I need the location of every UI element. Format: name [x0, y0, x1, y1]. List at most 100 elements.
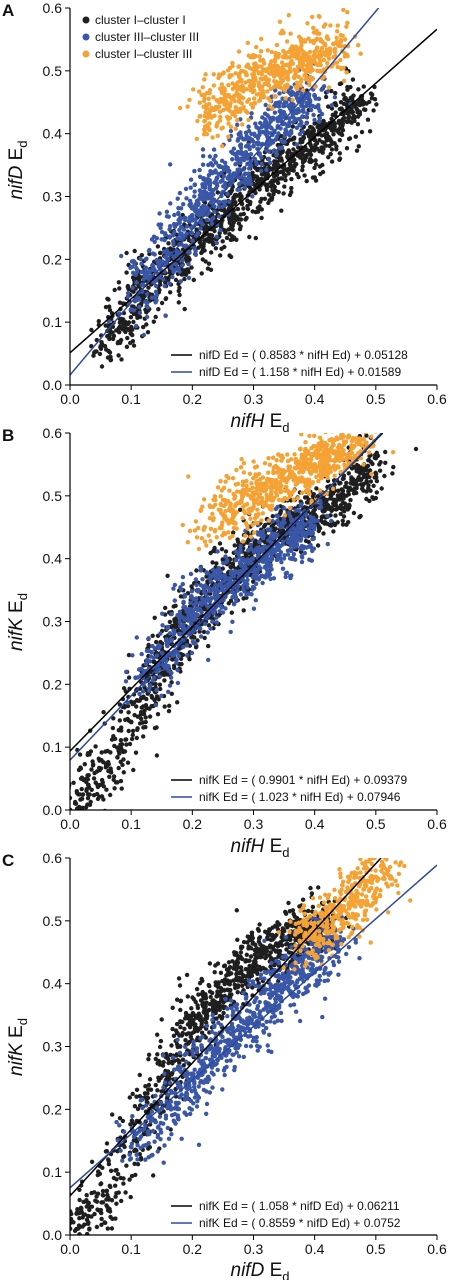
scatter-dot — [230, 60, 235, 66]
scatter-dot — [202, 539, 208, 544]
scatter-dot — [359, 486, 365, 491]
scatter-dot — [143, 265, 148, 270]
scatter-dot — [208, 626, 213, 631]
scatter-dot — [78, 797, 83, 802]
scatter-dot — [200, 85, 205, 90]
scatter-dot — [85, 796, 91, 801]
scatter-dot — [154, 688, 159, 693]
scatter-dot — [220, 566, 225, 571]
scatter-dot — [210, 567, 216, 573]
scatter-dot — [251, 498, 256, 503]
scatter-dot — [94, 349, 99, 354]
scatter-dot — [309, 546, 315, 551]
scatter-dot — [204, 570, 209, 575]
scatter-dot — [229, 610, 234, 615]
scatter-dot — [264, 482, 269, 488]
scatter-dot — [299, 92, 304, 98]
scatter-dot — [178, 206, 184, 211]
scatter-dot — [197, 100, 202, 105]
scatter-dot — [99, 794, 105, 799]
scatter-dot — [244, 87, 249, 92]
scatter-dot — [145, 300, 150, 305]
scatter-dot — [358, 471, 363, 476]
scatter-dot — [312, 59, 317, 64]
scatter-dot — [226, 227, 231, 232]
scatter-dot — [257, 187, 262, 192]
scatter-dot — [104, 347, 109, 352]
scatter-dot — [343, 484, 348, 489]
scatter-dot — [97, 758, 102, 763]
scatter-dot — [391, 464, 396, 470]
scatter-dot — [379, 486, 384, 491]
scatter-dot — [111, 777, 116, 782]
scatter-dot — [195, 589, 201, 594]
scatter-dot — [299, 517, 305, 523]
scatter-dot — [336, 488, 341, 493]
scatter-dot — [179, 661, 184, 667]
scatter-dot — [179, 614, 184, 619]
scatter-dot — [209, 221, 215, 227]
scatter-dot — [282, 506, 287, 511]
scatter-dot — [295, 529, 300, 534]
scatter-dot — [297, 131, 303, 137]
scatter-dot — [119, 253, 124, 259]
scatter-dot — [318, 62, 323, 68]
scatter-dot — [290, 44, 295, 49]
scatter-dot — [76, 767, 82, 773]
scatter-dot — [242, 564, 248, 569]
scatter-dot — [270, 140, 276, 145]
scatter-dot — [272, 59, 278, 64]
scatter-dot — [187, 657, 192, 662]
scatter-dot — [126, 728, 131, 734]
scatter-dot — [228, 564, 233, 570]
scatter-dot — [315, 124, 320, 129]
scatter-dot — [283, 83, 288, 89]
scatter-dot — [265, 89, 270, 94]
scatter-dot — [162, 283, 167, 289]
scatter-dot — [337, 106, 343, 112]
scatter-dot — [167, 631, 173, 636]
scatter-dot — [171, 586, 176, 591]
scatter-dot — [269, 49, 275, 55]
panel-a-xtitle-italic: nifH — [231, 411, 265, 432]
scatter-dot — [244, 215, 249, 221]
scatter-dot — [228, 598, 234, 603]
scatter-dot — [169, 611, 174, 617]
scatter-dot — [293, 508, 298, 513]
scatter-dot — [238, 224, 243, 229]
scatter-dot — [181, 243, 187, 249]
scatter-dot — [329, 128, 335, 133]
scatter-dot — [116, 765, 121, 771]
scatter-dot — [297, 63, 302, 69]
scatter-dot — [150, 262, 155, 268]
scatter-dot — [140, 720, 146, 725]
scatter-dot — [75, 806, 80, 810]
scatter-dot — [201, 497, 207, 502]
scatter-dot — [143, 715, 148, 720]
scatter-dot — [300, 167, 305, 173]
scatter-dot — [245, 62, 251, 67]
scatter-dot — [338, 32, 343, 38]
legend-label-cluster-i-iii: cluster I–cluster III — [95, 47, 192, 61]
scatter-dot — [124, 669, 129, 675]
scatter-dot — [341, 506, 346, 511]
scatter-dot — [282, 100, 288, 105]
scatter-dot — [227, 220, 232, 225]
scatter-dot — [197, 89, 202, 94]
scatter-dot — [296, 521, 301, 526]
scatter-dot — [262, 196, 268, 201]
scatter-dot — [367, 99, 372, 105]
scatter-dot — [354, 478, 359, 483]
scatter-dot — [153, 702, 159, 708]
scatter-dot — [331, 41, 336, 47]
scatter-dot — [316, 13, 322, 19]
scatter-dot — [93, 744, 98, 749]
scatter-dot — [151, 655, 157, 660]
scatter-dot — [368, 424, 372, 428]
scatter-dot — [321, 118, 326, 124]
scatter-dot — [328, 513, 333, 518]
scatter-dot — [279, 60, 285, 65]
scatter-dot — [194, 600, 199, 606]
scatter-dot — [119, 357, 124, 362]
